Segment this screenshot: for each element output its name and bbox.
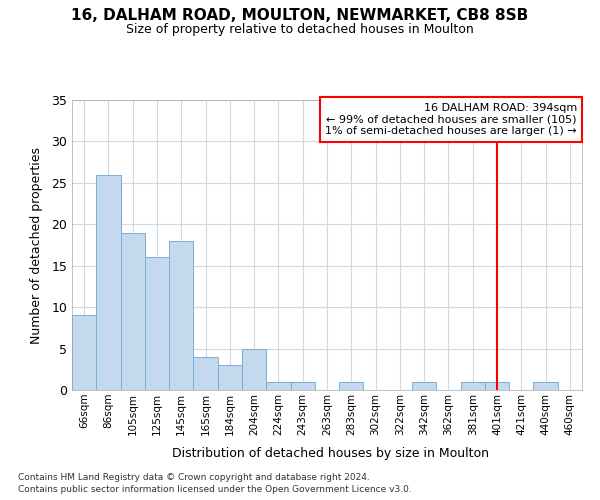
Bar: [193, 357, 218, 390]
Bar: [121, 232, 145, 390]
Text: Contains public sector information licensed under the Open Government Licence v3: Contains public sector information licen…: [18, 485, 412, 494]
Bar: [96, 174, 121, 390]
Text: Contains HM Land Registry data © Crown copyright and database right 2024.: Contains HM Land Registry data © Crown c…: [18, 472, 370, 482]
Bar: [412, 382, 436, 390]
Bar: [145, 258, 169, 390]
Bar: [533, 382, 558, 390]
Text: Distribution of detached houses by size in Moulton: Distribution of detached houses by size …: [172, 448, 488, 460]
Bar: [290, 382, 315, 390]
Bar: [242, 348, 266, 390]
Bar: [266, 382, 290, 390]
Y-axis label: Number of detached properties: Number of detached properties: [30, 146, 43, 344]
Bar: [218, 365, 242, 390]
Bar: [461, 382, 485, 390]
Text: 16, DALHAM ROAD, MOULTON, NEWMARKET, CB8 8SB: 16, DALHAM ROAD, MOULTON, NEWMARKET, CB8…: [71, 8, 529, 22]
Bar: [169, 241, 193, 390]
Text: 16 DALHAM ROAD: 394sqm
← 99% of detached houses are smaller (105)
1% of semi-det: 16 DALHAM ROAD: 394sqm ← 99% of detached…: [325, 103, 577, 136]
Bar: [72, 316, 96, 390]
Bar: [485, 382, 509, 390]
Text: Size of property relative to detached houses in Moulton: Size of property relative to detached ho…: [126, 24, 474, 36]
Bar: [339, 382, 364, 390]
